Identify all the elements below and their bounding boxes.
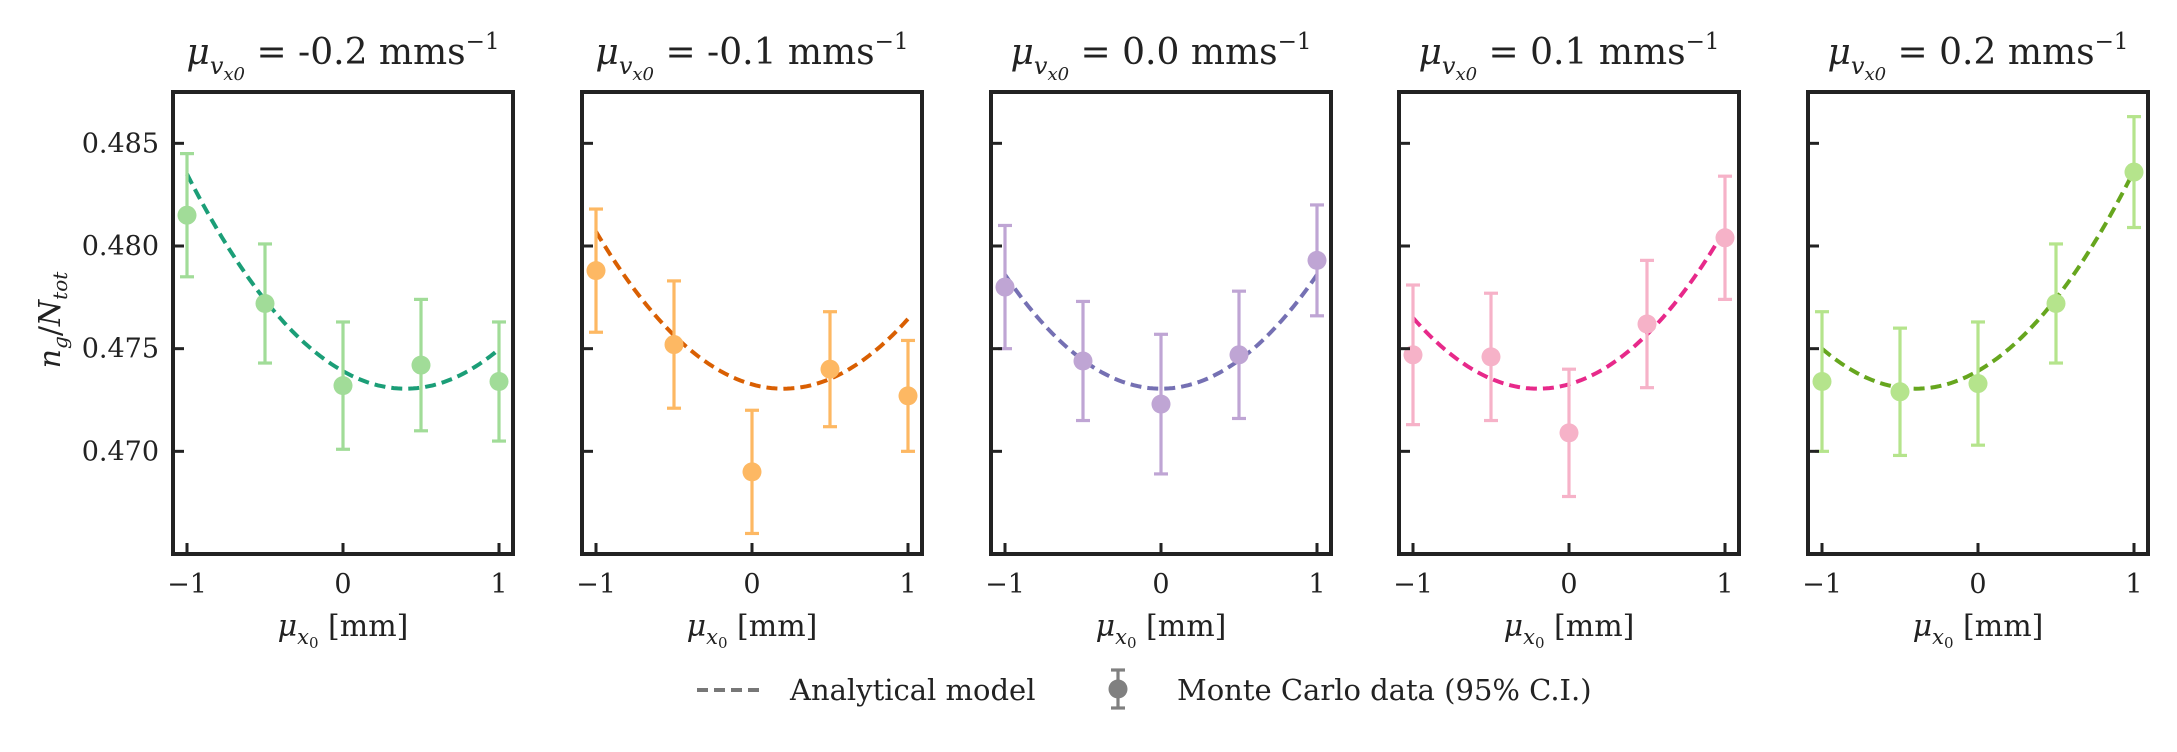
data-point-group: [489, 320, 509, 443]
data-point: [1151, 394, 1171, 414]
analytical-model-line: [185, 173, 501, 391]
analytical-model-line: [1820, 169, 2136, 391]
x-tick-label: 0: [1152, 569, 1169, 600]
data-point: [2046, 293, 2066, 313]
x-axis-label: μx0 [mm]: [1913, 609, 2044, 652]
legend-label-monte-carlo: Monte Carlo data (95% C.I.): [1177, 673, 1592, 707]
x-tick-label: −1: [1802, 569, 1842, 600]
data-point-group: [1968, 320, 1988, 447]
panel-3: μvx0 = 0.0 mms−1 −1 0 1 μx0 [mm]: [985, 29, 1333, 652]
panel-title: μvx0 = 0.2 mms−1: [1828, 29, 2129, 85]
data-point-group: [1890, 326, 1910, 458]
data-point-group: [1637, 258, 1657, 390]
panel-title: μvx0 = 0.1 mms−1: [1419, 29, 1720, 85]
panel-title: μvx0 = -0.1 mms−1: [595, 29, 908, 85]
panel-1: μvx0 = -0.2 mms−1 0.470 0.475 0.480 0.485 −1 0…: [82, 29, 515, 652]
data-point-group: [742, 408, 762, 536]
data-point: [1559, 423, 1579, 443]
data-point-group: [820, 310, 840, 429]
data-point: [1715, 228, 1735, 248]
data-point-group: [1481, 291, 1501, 423]
panel-2: μvx0 = -0.1 mms−1 −1 0 1 μx0 [mm]: [576, 29, 924, 652]
data-point-group: [664, 279, 684, 410]
legend-errorbar-point-icon: [1108, 668, 1128, 710]
data-point: [1812, 372, 1832, 392]
x-axis-label: μx0 [mm]: [1504, 609, 1635, 652]
data-point-group: [995, 223, 1015, 351]
data-point: [1481, 347, 1501, 367]
panel-4: μvx0 = 0.1 mms−1 −1 0 1 μx0 [mm]: [1393, 29, 1741, 652]
data-point: [664, 335, 684, 355]
x-tick-label: −1: [985, 569, 1025, 600]
x-tick-label: 0: [334, 569, 351, 600]
data-point-group: [411, 297, 431, 433]
x-tick-label: −1: [167, 569, 207, 600]
data-point: [1307, 250, 1327, 270]
x-tick-label: 0: [1969, 569, 1986, 600]
data-point: [1229, 345, 1249, 365]
x-tick-label: −1: [576, 569, 616, 600]
data-point-group: [2046, 242, 2066, 365]
analytical-model-line: [594, 230, 910, 391]
data-point: [2124, 162, 2144, 182]
data-point-group: [586, 207, 606, 334]
legend: Analytical model Monte Carlo data (95% C…: [697, 668, 1592, 710]
data-point-group: [1715, 174, 1735, 301]
panel-title: μvx0 = -0.2 mms−1: [186, 29, 499, 85]
data-point-group: [333, 320, 353, 451]
data-point-group: [255, 242, 275, 365]
y-tick-label: 0.480: [82, 231, 159, 262]
data-point: [1890, 382, 1910, 402]
data-point: [1968, 374, 1988, 394]
data-point-group: [177, 152, 197, 279]
legend-label-analytical-model: Analytical model: [789, 673, 1035, 707]
x-tick-label: −1: [1393, 569, 1433, 600]
data-point: [586, 261, 606, 281]
x-axis-label: μx0 [mm]: [278, 609, 409, 652]
data-point: [177, 205, 197, 225]
x-tick-label: 0: [1560, 569, 1577, 600]
data-point-group: [1307, 203, 1327, 318]
y-axis-label: ng/Ntot: [33, 271, 72, 369]
x-tick-label: 1: [1716, 569, 1733, 600]
data-point: [820, 359, 840, 379]
y-tick-label: 0.470: [82, 436, 159, 467]
x-tick-label: 1: [899, 569, 916, 600]
data-point: [995, 277, 1015, 297]
panel-title: μvx0 = 0.0 mms−1: [1011, 29, 1312, 85]
data-point-group: [1229, 289, 1249, 421]
x-tick-label: 1: [490, 569, 507, 600]
data-point: [1073, 351, 1093, 371]
data-point: [898, 386, 918, 406]
data-point-group: [2124, 115, 2144, 230]
data-point-group: [898, 338, 918, 453]
panel-5: μvx0 = 0.2 mms−1 −1 0 1 μx0 [mm]: [1802, 29, 2150, 652]
data-point: [1637, 314, 1657, 334]
data-point-group: [1559, 367, 1579, 499]
x-tick-label: 1: [2125, 569, 2142, 600]
data-point: [333, 376, 353, 396]
data-point: [255, 293, 275, 313]
data-point-group: [1403, 283, 1423, 427]
x-tick-label: 0: [743, 569, 760, 600]
analytical-model-line: [1411, 228, 1727, 391]
x-axis-label: μx0 [mm]: [687, 609, 818, 652]
data-point-group: [1812, 310, 1832, 453]
x-axis-label: μx0 [mm]: [1096, 609, 1227, 652]
data-point-group: [1151, 332, 1171, 476]
data-point: [742, 462, 762, 482]
y-tick-label: 0.485: [82, 128, 159, 159]
data-point-group: [1073, 299, 1093, 423]
data-point: [411, 355, 431, 375]
x-tick-label: 1: [1308, 569, 1325, 600]
data-point: [489, 372, 509, 392]
y-tick-label: 0.475: [82, 334, 159, 365]
panels: μvx0 = -0.2 mms−1 0.470 0.475 0.480 0.485 −1 0…: [82, 29, 2150, 652]
